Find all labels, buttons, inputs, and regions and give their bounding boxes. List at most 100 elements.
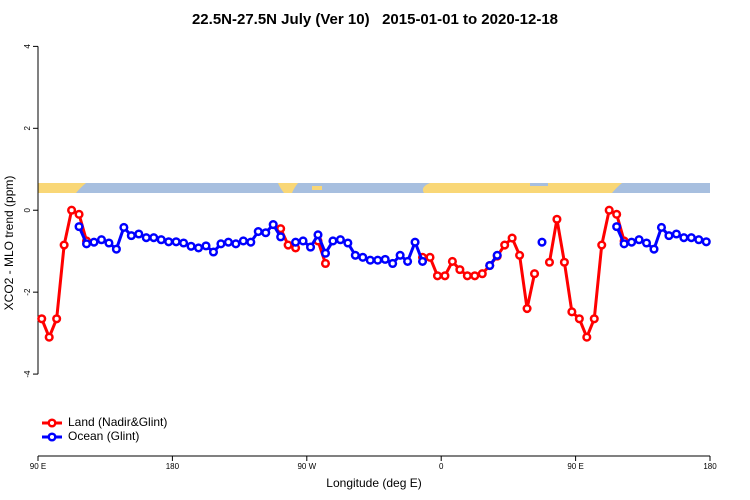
data-point xyxy=(74,222,84,232)
data-point xyxy=(701,237,711,247)
y-tick-label: 4 xyxy=(23,44,32,49)
data-point xyxy=(328,236,338,246)
data-point xyxy=(664,231,674,241)
data-point xyxy=(485,260,495,271)
data-point xyxy=(612,222,622,232)
data-point xyxy=(627,237,637,247)
data-point xyxy=(238,236,248,246)
data-point xyxy=(679,233,689,243)
data-point xyxy=(589,314,599,324)
data-point xyxy=(104,238,114,248)
data-point xyxy=(567,307,577,317)
y-axis-label: XCO2 - MLO trend (ppm) xyxy=(2,176,16,311)
data-point xyxy=(96,235,107,245)
data-point xyxy=(283,240,293,250)
x-tick-label: 90 E xyxy=(30,462,46,471)
data-point xyxy=(544,257,555,267)
data-point xyxy=(246,237,256,247)
data-point xyxy=(455,265,465,275)
legend-marker xyxy=(47,432,57,442)
data-point xyxy=(305,242,316,252)
data-point xyxy=(432,271,443,281)
x-tick-label: 180 xyxy=(703,462,717,471)
data-point xyxy=(320,248,331,258)
data-point xyxy=(298,236,308,246)
y-tick-label: 0 xyxy=(23,207,32,212)
data-point xyxy=(447,256,457,266)
data-point xyxy=(44,332,54,342)
data-point xyxy=(52,314,62,324)
legend-marker xyxy=(47,418,57,428)
data-point xyxy=(141,233,151,243)
data-point xyxy=(440,271,450,281)
data-point xyxy=(529,269,540,279)
x-axis-label: Longitude (deg E) xyxy=(326,476,421,490)
data-point xyxy=(171,237,181,247)
data-point xyxy=(156,235,166,245)
land-ocean-strip xyxy=(38,183,710,193)
data-point xyxy=(320,258,331,269)
data-point xyxy=(403,256,413,266)
data-point xyxy=(276,232,286,242)
data-point xyxy=(81,239,92,249)
data-point xyxy=(119,222,129,232)
data-point xyxy=(694,235,704,245)
data-point xyxy=(335,235,345,245)
data-point xyxy=(201,241,211,251)
data-point xyxy=(522,303,532,314)
legend-label: Ocean (Glint) xyxy=(68,429,139,443)
x-tick-label: 0 xyxy=(439,462,444,471)
data-point xyxy=(111,244,121,254)
data-point xyxy=(492,250,502,260)
data-point xyxy=(365,255,375,265)
data-point xyxy=(164,237,174,247)
data-point xyxy=(350,250,360,260)
data-point xyxy=(500,240,510,250)
data-point xyxy=(507,233,517,243)
data-point xyxy=(604,205,614,215)
data-point xyxy=(417,256,428,266)
data-point xyxy=(634,235,644,245)
data-point xyxy=(313,230,323,240)
data-point xyxy=(37,314,47,324)
data-point xyxy=(67,205,77,215)
x-tick-label: 90 W xyxy=(297,462,316,471)
data-point xyxy=(186,241,196,251)
chart-title: 22.5N-27.5N July (Ver 10) 2015-01-01 to … xyxy=(192,11,558,28)
data-point xyxy=(656,222,667,232)
data-point xyxy=(552,214,562,224)
data-point xyxy=(686,233,696,243)
data-point xyxy=(649,244,659,254)
data-point xyxy=(358,252,368,262)
data-point xyxy=(59,240,69,250)
data-point xyxy=(477,269,487,279)
data-point xyxy=(223,237,233,247)
data-point xyxy=(179,238,189,248)
data-point xyxy=(343,238,353,248)
data-point xyxy=(619,239,629,249)
data-point xyxy=(388,258,398,269)
x-tick-label: 90 E xyxy=(567,462,583,471)
data-point xyxy=(671,229,681,239)
data-point xyxy=(193,243,204,253)
y-tick-label: 2 xyxy=(23,126,32,131)
data-point xyxy=(261,228,271,238)
data-point xyxy=(380,254,390,264)
x-tick-label: 180 xyxy=(166,462,180,471)
data-point xyxy=(373,255,383,265)
data-point xyxy=(216,239,226,249)
data-point xyxy=(597,240,607,250)
data-point xyxy=(291,237,301,247)
legend-label: Land (Nadir&Glint) xyxy=(68,415,167,429)
data-point xyxy=(395,250,405,260)
data-point xyxy=(134,229,144,239)
data-point xyxy=(462,271,472,281)
data-point xyxy=(74,209,84,219)
y-tick-label: -2 xyxy=(23,288,32,296)
data-point xyxy=(425,252,435,262)
data-point xyxy=(126,231,136,241)
data-point xyxy=(231,239,241,249)
data-point xyxy=(149,233,159,243)
data-point xyxy=(268,220,278,230)
